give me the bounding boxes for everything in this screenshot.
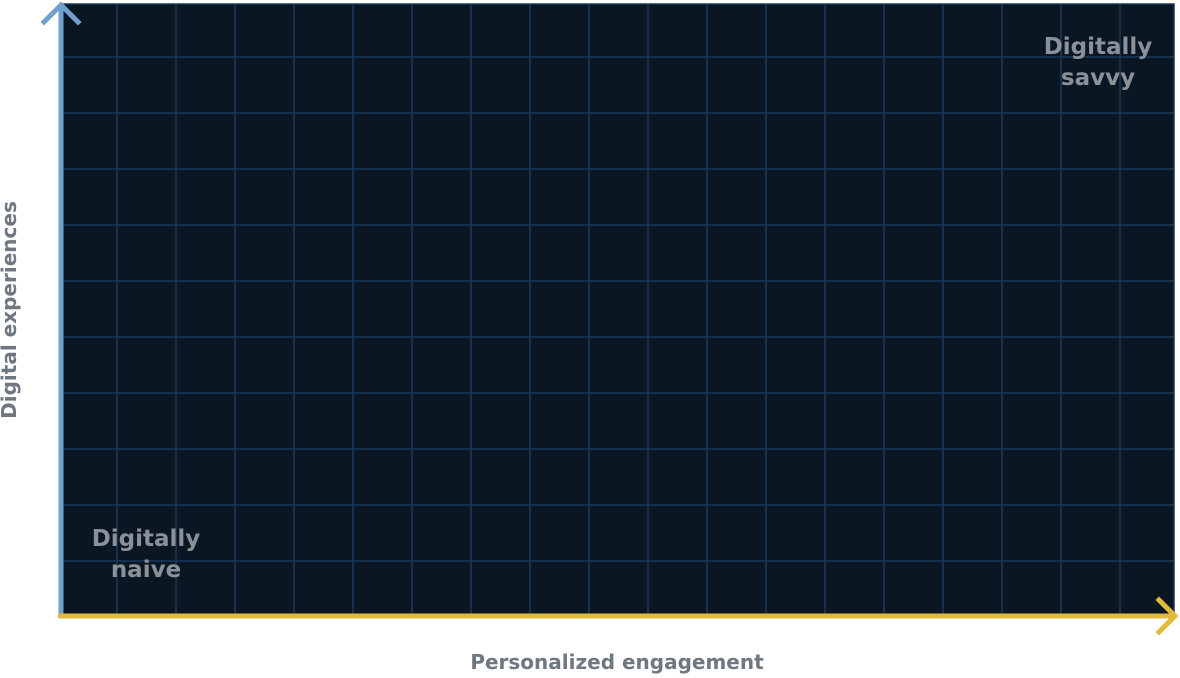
- quadrant-label-line: Digitally naive: [91, 526, 201, 583]
- x-axis-label: Personalized engagement: [470, 650, 764, 674]
- quadrant-label-line: Digitally savvy: [1043, 34, 1153, 91]
- quadrant-label-digitally-savvy: Digitally savvy: [1030, 32, 1166, 94]
- quadrant-label-digitally-naive: Digitally naive: [78, 524, 214, 586]
- y-axis-arrowhead: [40, 1, 82, 26]
- x-axis-arrowhead: [1155, 596, 1179, 636]
- quadrant-plot-area: [60, 4, 1174, 616]
- y-axis-label: Digital experiences: [0, 201, 21, 419]
